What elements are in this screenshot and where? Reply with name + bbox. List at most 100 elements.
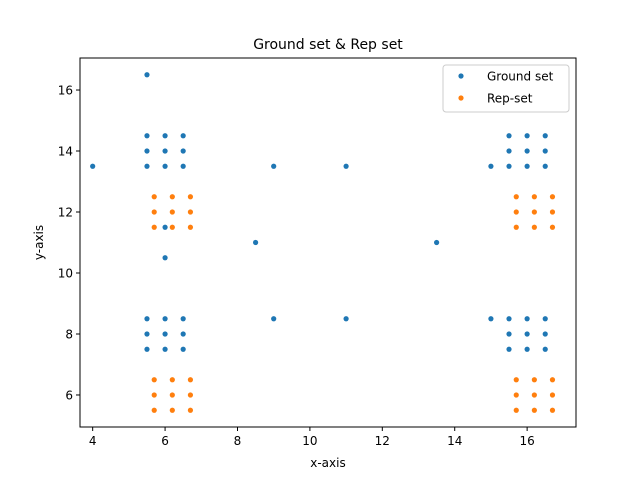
point-ground-set-33 — [524, 148, 530, 154]
point-ground-set-47 — [542, 346, 548, 352]
point-ground-set-35 — [506, 163, 512, 169]
point-ground-set-41 — [542, 316, 548, 322]
point-rep-set-8 — [187, 224, 194, 230]
y-axis-label: y-axis — [32, 225, 46, 260]
point-ground-set-28 — [488, 163, 494, 169]
point-ground-set-5 — [144, 148, 150, 154]
point-rep-set-13 — [169, 392, 175, 398]
point-ground-set-9 — [162, 163, 168, 169]
point-rep-set-34 — [531, 407, 537, 413]
point-ground-set-12 — [162, 255, 168, 261]
point-rep-set-33 — [513, 407, 519, 413]
y-axis-ticks: 6 8 10 12 14 16 — [58, 84, 80, 402]
point-ground-set-8 — [144, 163, 150, 169]
legend-marker-rep-set — [458, 95, 464, 101]
legend-marker-ground-set — [458, 73, 464, 79]
point-ground-set-44 — [542, 331, 548, 337]
point-ground-set-7 — [180, 148, 186, 154]
point-rep-set-26 — [549, 224, 556, 230]
y-tick-label-8: 8 — [65, 327, 73, 341]
point-ground-set-31 — [542, 133, 548, 139]
point-rep-set-28 — [531, 377, 537, 383]
point-rep-set-0 — [151, 194, 157, 200]
point-ground-set-36 — [524, 163, 530, 169]
x-tick-label-14: 14 — [447, 434, 462, 448]
point-ground-set-42 — [506, 331, 512, 337]
x-tick-label-6: 6 — [161, 434, 169, 448]
point-ground-set-39 — [506, 316, 512, 322]
point-ground-set-17 — [271, 316, 277, 322]
point-rep-set-21 — [513, 209, 519, 215]
point-ground-set-6 — [162, 148, 168, 154]
point-rep-set-32 — [549, 392, 556, 398]
point-ground-set-15 — [252, 239, 259, 246]
point-rep-set-12 — [151, 392, 157, 398]
point-ground-set-13 — [271, 163, 277, 169]
point-rep-set-18 — [513, 194, 519, 200]
point-ground-set-43 — [524, 331, 530, 337]
point-rep-set-2 — [187, 194, 194, 200]
point-rep-set-3 — [151, 209, 157, 215]
point-rep-set-27 — [513, 377, 519, 383]
point-ground-set-21 — [180, 316, 186, 322]
point-ground-set-11 — [162, 224, 168, 230]
x-tick-label-16: 16 — [519, 434, 534, 448]
point-ground-set-38 — [488, 316, 494, 322]
point-rep-set-19 — [531, 194, 537, 200]
points-layer — [90, 72, 556, 413]
point-ground-set-27 — [180, 346, 186, 352]
point-rep-set-29 — [549, 377, 556, 383]
point-rep-set-6 — [151, 224, 157, 230]
point-ground-set-3 — [162, 133, 168, 139]
y-tick-label-12: 12 — [58, 206, 73, 220]
legend-label-ground-set: Ground set — [487, 70, 554, 84]
point-ground-set-16 — [434, 239, 440, 246]
point-ground-set-4 — [180, 133, 186, 139]
point-rep-set-23 — [549, 209, 556, 215]
point-ground-set-23 — [162, 331, 168, 337]
point-rep-set-31 — [531, 392, 537, 398]
x-axis-label: x-axis — [310, 456, 345, 470]
point-rep-set-30 — [513, 392, 519, 398]
y-tick-label-14: 14 — [58, 145, 73, 159]
chart-title: Ground set & Rep set — [253, 37, 403, 53]
plot-frame — [79, 57, 577, 428]
point-ground-set-25 — [144, 346, 150, 352]
point-rep-set-20 — [549, 194, 556, 200]
y-tick-label-6: 6 — [65, 388, 73, 402]
y-tick-label-10: 10 — [58, 266, 73, 280]
x-axis-ticks: 4 6 8 10 12 14 16 — [89, 427, 535, 448]
point-rep-set-16 — [169, 407, 175, 413]
x-tick-label-4: 4 — [89, 434, 97, 448]
point-ground-set-20 — [162, 316, 168, 322]
point-rep-set-5 — [187, 209, 194, 215]
point-ground-set-24 — [180, 331, 186, 337]
point-rep-set-10 — [169, 377, 175, 383]
point-ground-set-2 — [144, 133, 150, 139]
point-rep-set-35 — [549, 407, 556, 413]
point-rep-set-15 — [151, 407, 157, 413]
point-ground-set-14 — [343, 163, 349, 169]
point-rep-set-22 — [531, 209, 537, 215]
point-rep-set-11 — [187, 377, 194, 383]
x-tick-label-8: 8 — [234, 434, 242, 448]
point-rep-set-9 — [151, 377, 157, 383]
point-ground-set-0 — [144, 72, 150, 78]
point-rep-set-4 — [169, 209, 175, 215]
point-ground-set-37 — [542, 163, 548, 169]
legend: Ground set Rep-set — [442, 64, 570, 113]
point-ground-set-1 — [90, 163, 96, 169]
point-rep-set-7 — [169, 224, 175, 230]
point-ground-set-34 — [542, 148, 548, 154]
point-ground-set-30 — [524, 133, 530, 139]
point-ground-set-18 — [343, 316, 349, 322]
y-tick-label-16: 16 — [58, 84, 73, 98]
point-ground-set-45 — [506, 346, 512, 352]
point-ground-set-19 — [144, 316, 150, 322]
x-tick-label-12: 12 — [375, 434, 390, 448]
point-rep-set-14 — [187, 392, 194, 398]
legend-label-rep-set: Rep-set — [487, 92, 533, 106]
point-ground-set-32 — [506, 148, 512, 154]
point-ground-set-26 — [162, 346, 168, 352]
